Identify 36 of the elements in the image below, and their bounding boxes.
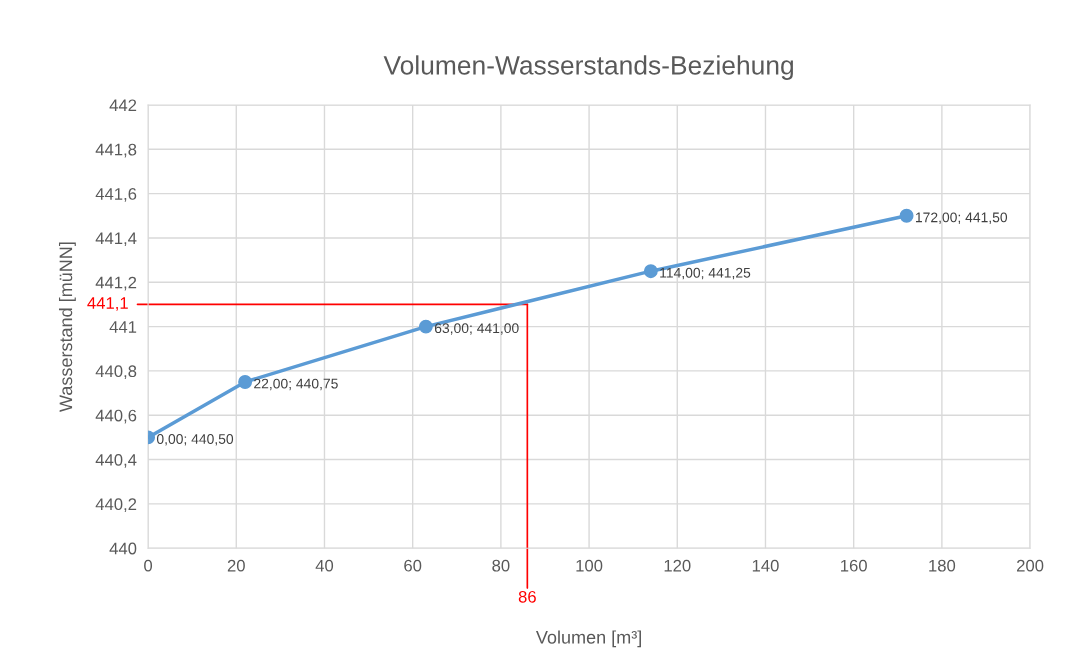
x-tick-label: 60	[404, 559, 422, 572]
data-label: 63,00; 441,00	[434, 323, 519, 335]
point	[643, 264, 658, 279]
x-tick-label: 140	[752, 559, 779, 572]
x-tick-label: 180	[929, 559, 956, 572]
point	[418, 319, 433, 334]
y-axis-title: Wasserstand [müNN]	[58, 242, 76, 412]
y-tick-label: 440,2	[95, 498, 137, 513]
y-tick-label: 442	[109, 99, 137, 112]
x-tick-label: 120	[664, 559, 691, 572]
ref-line-label: 441,1	[87, 297, 128, 311]
y-tick-label: 441,8	[95, 143, 137, 158]
y-tick-label: 440	[109, 542, 137, 555]
data-label: 22,00; 440,75	[254, 378, 338, 391]
x-tick-label: 160	[841, 559, 867, 572]
x-tick-label: 40	[315, 559, 334, 572]
point	[899, 208, 914, 223]
data-label: 172,00; 441,50	[915, 212, 1008, 224]
y-tick-label: 441	[109, 321, 137, 333]
point	[238, 375, 253, 389]
y-tick-label: 441,6	[95, 188, 137, 202]
y-tick-label: 440,8	[95, 365, 137, 380]
x-axis-title: Volumen [m³]	[535, 630, 641, 648]
x-tick-label: 80	[492, 559, 510, 572]
y-tick-label: 441,4	[95, 232, 137, 247]
data-label: 0,00; 440,50	[156, 434, 234, 446]
x-tick-label: 0	[144, 559, 153, 572]
chart-title: Volumen-Wasserstands-Beziehung	[383, 55, 793, 80]
data-label: 114,00; 441,25	[660, 267, 751, 280]
x-tick-label: 20	[227, 559, 245, 572]
y-tick-label: 440,4	[95, 453, 137, 468]
ref-line-label: 86	[518, 590, 536, 603]
y-tick-label: 441,2	[95, 276, 137, 291]
x-tick-label: 200	[1017, 559, 1044, 572]
x-tick-label: 100	[576, 559, 603, 572]
y-tick-label: 440,6	[95, 409, 137, 424]
